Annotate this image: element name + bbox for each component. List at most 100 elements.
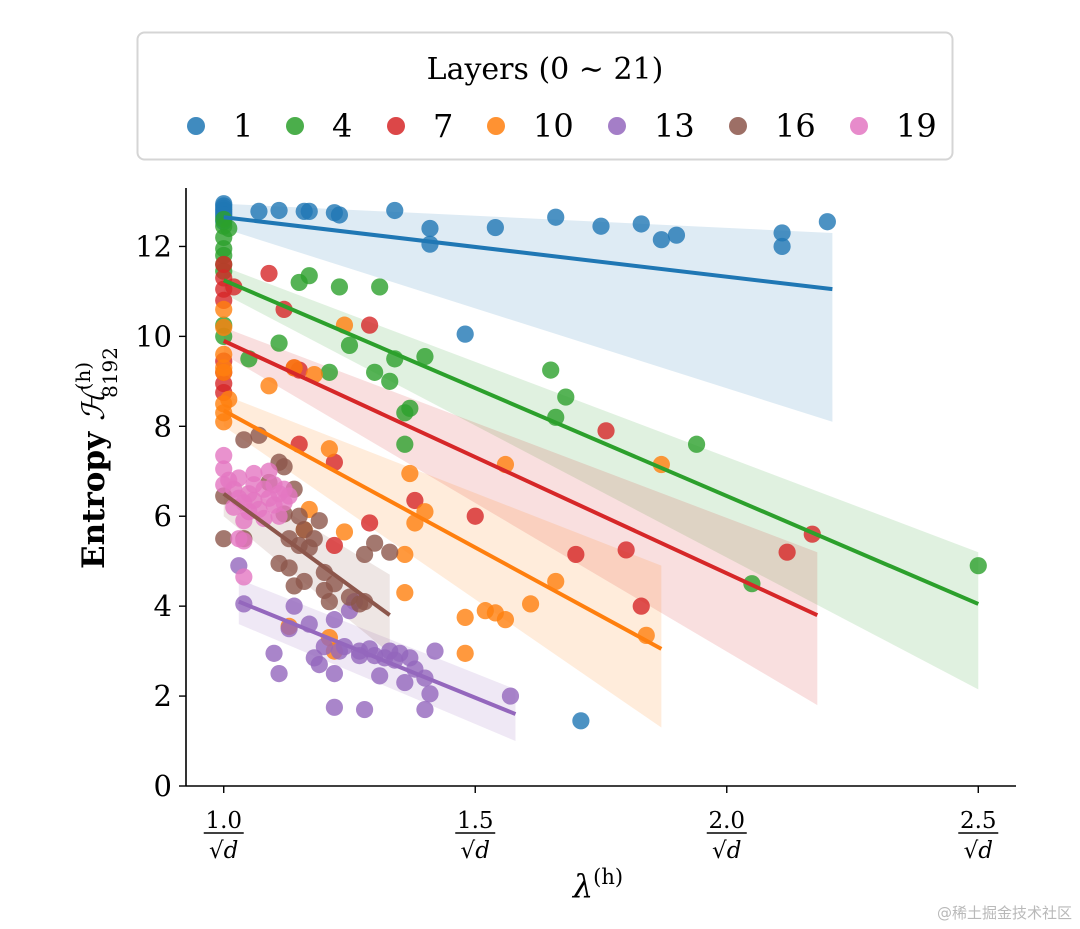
legend-label-7: 7	[433, 107, 453, 145]
data-point-layer-4	[366, 363, 384, 381]
data-point-layer-16	[310, 512, 328, 530]
data-point-layer-4	[969, 557, 987, 575]
data-point-layer-19	[260, 462, 278, 480]
data-point-layer-1	[773, 224, 791, 242]
data-point-layer-1	[300, 202, 318, 220]
y-axis-label: Entropy ℋ(h) 8192	[71, 347, 122, 569]
data-point-layer-4	[340, 336, 359, 354]
legend-label-4: 4	[332, 107, 352, 145]
data-point-layer-10	[496, 611, 515, 629]
data-point-layer-16	[215, 530, 233, 548]
data-point-layer-7	[632, 597, 650, 615]
data-point-layer-4	[270, 334, 288, 352]
x-tick-label: 1.5 √d	[455, 808, 496, 864]
legend-label-10: 10	[533, 107, 574, 145]
data-point-layer-13	[315, 638, 333, 656]
data-point-layer-1	[386, 201, 404, 220]
data-point-layer-10	[547, 572, 565, 591]
data-point-layer-10	[215, 413, 233, 431]
data-point-layer-16	[290, 507, 308, 525]
data-point-layer-1	[632, 215, 650, 233]
legend-marker-10	[487, 117, 505, 135]
data-point-layer-7	[617, 541, 635, 559]
data-point-layer-1	[818, 213, 836, 231]
data-point-layer-16	[320, 593, 338, 611]
legend-item-1: 1	[187, 107, 253, 145]
legend-label-19: 19	[896, 107, 937, 145]
axis-labels: λ(h) Entropy ℋ(h) 8192	[71, 347, 623, 905]
data-point-layer-10	[215, 363, 233, 381]
data-point-layer-7	[361, 514, 379, 532]
legend-item-13: 13	[608, 107, 695, 145]
data-point-layer-19	[255, 509, 273, 528]
data-point-layer-4	[557, 388, 575, 406]
data-point-layer-13	[325, 664, 343, 683]
data-point-layer-10	[215, 318, 233, 336]
data-point-layer-16	[295, 572, 313, 591]
data-point-layer-7	[567, 545, 585, 564]
y-tick-label: 10	[135, 319, 172, 353]
data-point-layer-7	[361, 316, 379, 334]
data-point-layer-13	[371, 667, 389, 685]
regression-line-1	[223, 215, 833, 292]
data-point-layer-13	[325, 698, 343, 716]
data-point-layer-13	[310, 656, 328, 674]
data-point-layer-4	[381, 372, 399, 390]
confidence-band-10	[223, 394, 662, 728]
legend-item-16: 16	[729, 107, 816, 145]
legend-title: Layers (0 ∼ 21)	[427, 52, 664, 87]
y-tick-label: 4	[154, 589, 172, 623]
legend-label-16: 16	[775, 107, 816, 145]
data-point-layer-19	[230, 469, 248, 487]
legend-label-13: 13	[654, 107, 695, 145]
data-point-layer-7	[260, 264, 278, 283]
legend-item-10: 10	[487, 107, 574, 145]
data-point-layer-7	[466, 507, 484, 525]
data-point-layer-1	[456, 325, 474, 343]
data-point-layer-13	[426, 642, 444, 660]
data-point-layer-1	[421, 219, 439, 238]
data-point-layer-10	[396, 545, 414, 564]
data-point-layer-13	[355, 700, 374, 719]
data-point-layer-10	[260, 377, 278, 395]
data-point-layer-13	[501, 687, 520, 705]
data-point-layer-13	[421, 685, 439, 703]
regression-line-13	[238, 599, 517, 716]
x-tick-numerator: 2.0	[708, 808, 745, 834]
legend-label-1: 1	[233, 107, 253, 145]
data-point-layer-19	[245, 464, 263, 483]
legend-box	[136, 31, 954, 161]
data-point-layer-16	[275, 458, 293, 476]
data-point-layer-10	[220, 390, 238, 408]
data-point-layer-13	[325, 611, 343, 629]
y-tick-label: 6	[154, 499, 172, 533]
data-point-layer-1	[572, 712, 590, 730]
data-point-layer-7	[215, 255, 233, 274]
y-tick-label: 0	[154, 769, 172, 803]
legend-item-4: 4	[286, 107, 352, 145]
data-point-layer-16	[355, 593, 374, 611]
data-point-layer-1	[547, 208, 565, 226]
legend-marker-16	[729, 117, 747, 135]
regression-line-16	[222, 492, 391, 617]
data-point-layer-13	[396, 673, 414, 692]
data-point-layer-19	[270, 507, 288, 525]
legend-marker-19	[850, 117, 868, 135]
data-point-layer-16	[355, 545, 374, 564]
x-tick-denominator: √d	[964, 838, 993, 864]
data-point-layer-4	[300, 267, 318, 285]
data-point-layer-19	[235, 532, 253, 550]
legend-marker-13	[608, 117, 626, 135]
data-point-layer-4	[320, 363, 338, 381]
data-point-layer-4	[401, 399, 419, 417]
x-tick-label: 2.5 √d	[958, 808, 999, 864]
confidence-band-4	[223, 266, 979, 690]
y-tick-label: 2	[154, 679, 172, 713]
data-point-layer-4	[220, 219, 238, 238]
regression-lines	[222, 215, 980, 716]
data-point-layer-4	[687, 435, 706, 453]
legend-marker-4	[286, 117, 304, 135]
data-point-layer-1	[250, 202, 268, 220]
data-point-layer-19	[235, 568, 253, 586]
data-point-layer-1	[652, 231, 670, 249]
